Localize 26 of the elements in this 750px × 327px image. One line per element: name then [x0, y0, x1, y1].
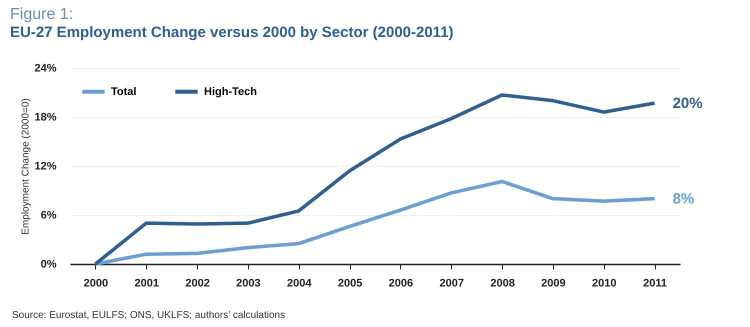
y-tick-label: 24%: [34, 62, 57, 74]
x-tick-label: 2003: [236, 278, 261, 290]
y-axis-title: Employment Change (2000=0): [20, 98, 32, 235]
chart-title: Figure 1:: [10, 6, 74, 23]
x-tick-label: 2000: [84, 278, 108, 290]
x-tick-label: 2005: [338, 278, 362, 290]
y-tick-label: 6%: [40, 210, 57, 222]
x-tick-label: 2011: [643, 278, 668, 290]
y-tick-label: 12%: [34, 160, 57, 172]
x-tick-label: 2010: [592, 278, 616, 290]
legend-label: High-Tech: [204, 86, 258, 98]
x-tick-label: 2006: [388, 278, 414, 290]
line-series: [94, 180, 656, 266]
x-tick-label: 2004: [287, 278, 312, 290]
source-note: Source: Eurostat, EULFS; ONS, UKLFS; authors’ calculations: [12, 310, 286, 321]
x-tick-label: 2002: [185, 278, 210, 290]
y-tick-label: 18%: [34, 112, 57, 124]
annotation: 20%: [672, 95, 703, 112]
x-tick-label: 2007: [440, 278, 464, 290]
annotation: 8%: [672, 190, 694, 208]
chart-subtitle: EU-27 Employment Change versus 2000 by Sector (2000-2011): [10, 24, 454, 41]
legend-label: Total: [111, 86, 136, 98]
x-tick-label: 2008: [490, 278, 515, 290]
x-tick-label: 2001: [134, 278, 159, 290]
x-tick-label: 2009: [541, 278, 566, 290]
y-tick-label: 0%: [40, 258, 57, 270]
